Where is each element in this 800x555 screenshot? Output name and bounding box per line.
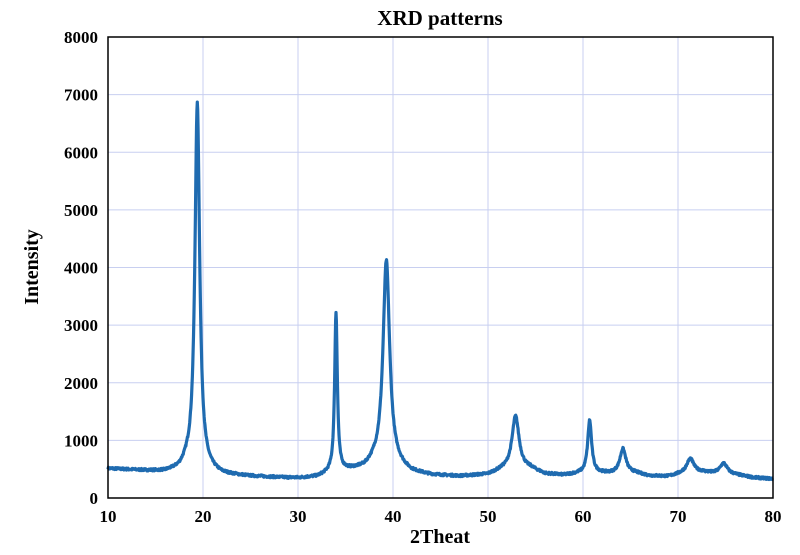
y-tick-label: 5000 (64, 201, 98, 220)
grid-lines (108, 37, 773, 498)
y-tick-label: 0 (90, 489, 99, 508)
y-axis-title: Intensity (21, 229, 43, 305)
x-tick-label: 30 (290, 507, 307, 526)
xrd-series-line (106, 100, 775, 482)
y-tick-label: 8000 (64, 28, 98, 47)
x-tick-label: 80 (765, 507, 782, 526)
tick-labels: 10 20 30 40 50 60 70 80 0 1000 2000 3000 4000 5000 600… (64, 28, 782, 526)
x-tick-label: 20 (195, 507, 212, 526)
y-tick-label: 2000 (64, 374, 98, 393)
y-tick-label: 3000 (64, 316, 98, 335)
y-tick-label: 1000 (64, 431, 98, 450)
x-tick-label: 70 (670, 507, 687, 526)
x-axis-title: 2Theat (410, 526, 470, 548)
chart-title: XRD patterns (377, 6, 502, 30)
series-layer (106, 100, 775, 482)
y-tick-label: 4000 (64, 259, 98, 278)
plot-frame (107, 36, 774, 499)
x-tick-label: 10 (100, 507, 117, 526)
x-tick-label: 40 (385, 507, 402, 526)
y-tick-label: 7000 (64, 86, 98, 105)
y-tick-label: 6000 (64, 143, 98, 162)
x-tick-label: 60 (575, 507, 592, 526)
x-tick-label: 50 (480, 507, 497, 526)
